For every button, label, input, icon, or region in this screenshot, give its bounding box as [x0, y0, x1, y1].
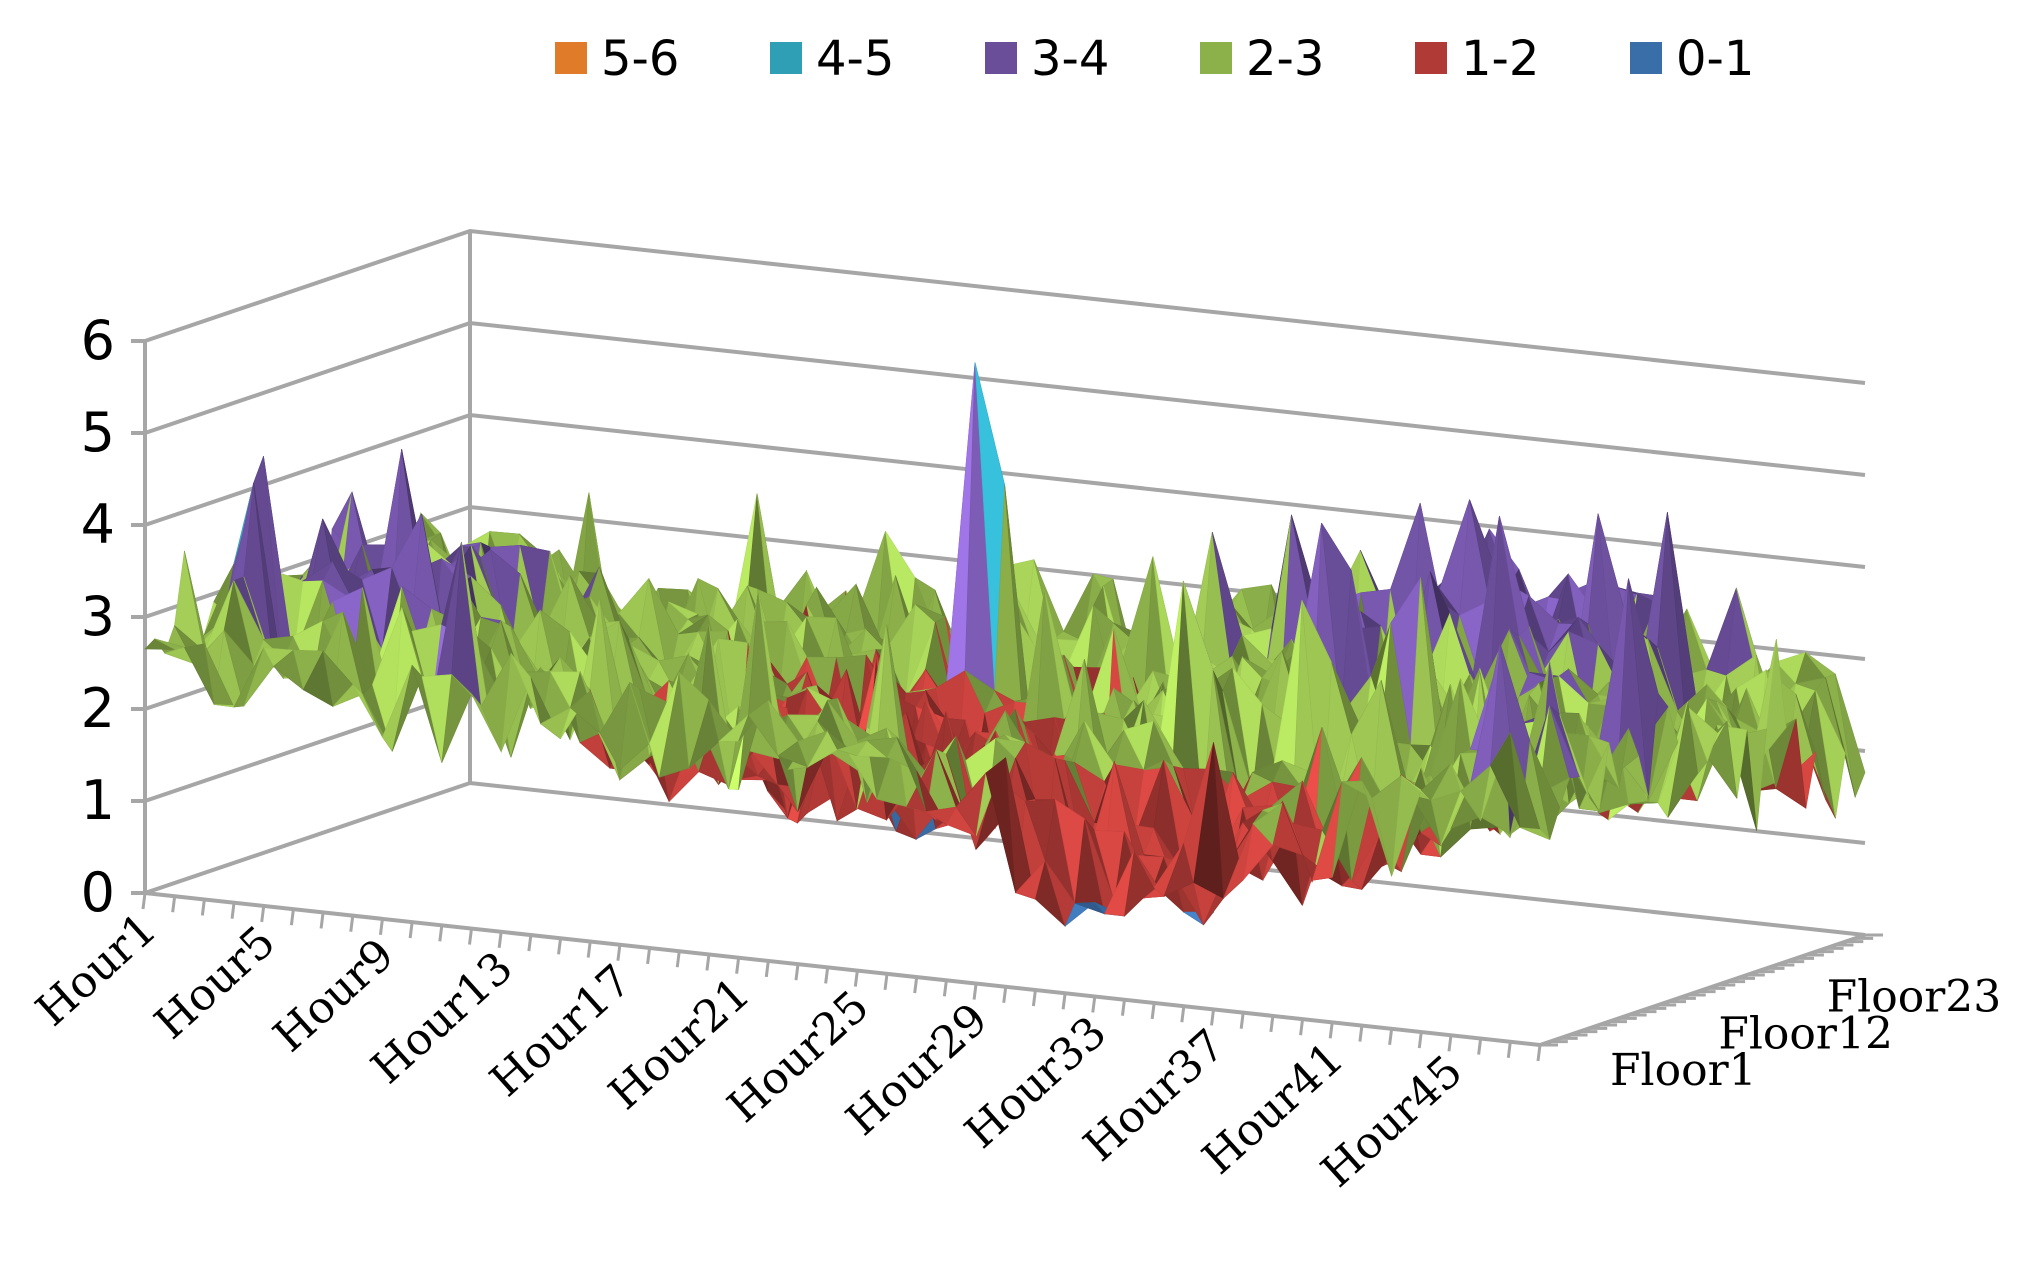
- surface-facet: [1628, 578, 1659, 797]
- legend-swatch-3-4: [985, 42, 1017, 74]
- surface-facet: [1687, 706, 1718, 763]
- z-tick-label: 1: [81, 769, 115, 832]
- x-tick-mark: [972, 983, 978, 1000]
- legend-label-1-2: 1-2: [1461, 31, 1539, 87]
- x-tick-mark: [557, 938, 563, 955]
- legend-label-0-1: 0-1: [1676, 31, 1754, 87]
- z-tick-label: 4: [81, 493, 115, 556]
- x-tick-mark: [646, 947, 652, 965]
- gridline-z-6: [144, 228, 1866, 385]
- x-tick-mark: [675, 951, 681, 968]
- x-tick-mark: [1477, 1038, 1483, 1055]
- legend-swatch-0-1: [1630, 42, 1662, 74]
- x-tick-mark: [913, 976, 919, 994]
- chart-legend: 5-6 4-5 3-4 2-3 1-2 0-1: [555, 31, 1754, 87]
- x-tick-mark: [230, 902, 236, 919]
- x-tick-mark: [942, 980, 948, 997]
- y-tick-label: Floor1: [1610, 1045, 1757, 1096]
- x-tick-mark: [1210, 1009, 1215, 1026]
- y-tick-label: Floor23: [1827, 972, 2002, 1023]
- x-tick-mark: [497, 931, 503, 948]
- x-tick-mark: [1150, 1002, 1156, 1020]
- x-tick-mark: [1299, 1018, 1305, 1036]
- x-tick-mark: [1091, 996, 1097, 1013]
- x-tick-mark: [1002, 986, 1008, 1003]
- legend-swatch-4-5: [770, 42, 802, 74]
- x-tick-mark: [1328, 1022, 1334, 1039]
- x-tick-mark: [616, 944, 622, 961]
- x-tick-mark: [1358, 1025, 1364, 1042]
- legend-swatch-5-6: [555, 42, 587, 74]
- x-tick-mark: [1447, 1035, 1453, 1052]
- z-tick-label: 0: [81, 861, 115, 924]
- x-tick-mark: [319, 912, 325, 929]
- surface-facet: [1795, 694, 1826, 800]
- x-tick-mark: [764, 960, 770, 978]
- surface-facet: [1549, 705, 1580, 779]
- legend-label-2-3: 2-3: [1246, 31, 1324, 87]
- surface-facet: [1825, 677, 1856, 798]
- surface-facet: [1598, 728, 1629, 789]
- x-tick-mark: [735, 957, 741, 974]
- x-axis-line: [144, 891, 1541, 1047]
- z-tick-label: 2: [81, 677, 115, 740]
- x-tick-label: Hour5: [145, 916, 285, 1049]
- surface-facet: [1706, 720, 1738, 799]
- x-tick-mark: [794, 963, 800, 981]
- x-tick-mark: [1239, 1012, 1245, 1029]
- legend-label-5-6: 5-6: [601, 31, 679, 87]
- surface-facet: [1815, 690, 1846, 819]
- legend-swatch-2-3: [1200, 42, 1232, 74]
- x-tick-mark: [200, 899, 206, 916]
- x-tick-mark: [260, 905, 266, 923]
- surface-facet: [1520, 827, 1551, 840]
- x-tick-mark: [438, 925, 444, 942]
- surface-facet: [1559, 714, 1590, 798]
- gridline-z-5: [144, 320, 1866, 477]
- x-tick-mark: [378, 918, 384, 936]
- legend-swatch-1-2: [1415, 42, 1447, 74]
- x-tick-mark: [824, 967, 830, 984]
- x-tick-mark: [1417, 1031, 1423, 1049]
- z-tick-label: 3: [81, 585, 115, 648]
- x-tick-mark: [1031, 989, 1037, 1007]
- x-tick-mark: [1120, 999, 1126, 1016]
- x-tick-mark: [1269, 1015, 1275, 1033]
- surface-facet: [1835, 673, 1866, 799]
- x-tick-mark: [171, 896, 177, 913]
- x-tick-mark: [1536, 1044, 1542, 1062]
- z-tick-label: 5: [81, 401, 115, 464]
- x-tick-mark: [853, 970, 859, 987]
- y-tick-label: Floor12: [1718, 1008, 1893, 1059]
- surface-facet: [1529, 741, 1561, 840]
- y-axis-line: [1539, 933, 1866, 1047]
- legend-label-3-4: 3-4: [1031, 31, 1109, 87]
- x-tick-mark: [705, 954, 711, 971]
- x-tick-mark: [1506, 1041, 1512, 1058]
- surface-plot: [144, 362, 1866, 928]
- x-tick-mark: [586, 941, 592, 958]
- surface-facet: [1775, 718, 1807, 809]
- x-tick-mark: [1061, 993, 1067, 1010]
- surface-facet: [1647, 706, 1679, 802]
- x-tick-mark: [468, 928, 473, 945]
- x-tick-mark: [1180, 1006, 1186, 1023]
- x-tick-mark: [883, 973, 889, 991]
- x-tick-mark: [527, 934, 533, 952]
- x-tick-mark: [1388, 1028, 1394, 1046]
- x-tick-mark: [141, 892, 147, 910]
- x-tick-mark: [289, 908, 295, 926]
- x-tick-mark: [349, 915, 355, 932]
- surface-facet: [1667, 701, 1698, 818]
- z-tick-label: 6: [81, 309, 115, 372]
- legend-label-4-5: 4-5: [816, 31, 894, 87]
- surface-facet: [1578, 742, 1610, 812]
- x-tick-mark: [408, 921, 414, 939]
